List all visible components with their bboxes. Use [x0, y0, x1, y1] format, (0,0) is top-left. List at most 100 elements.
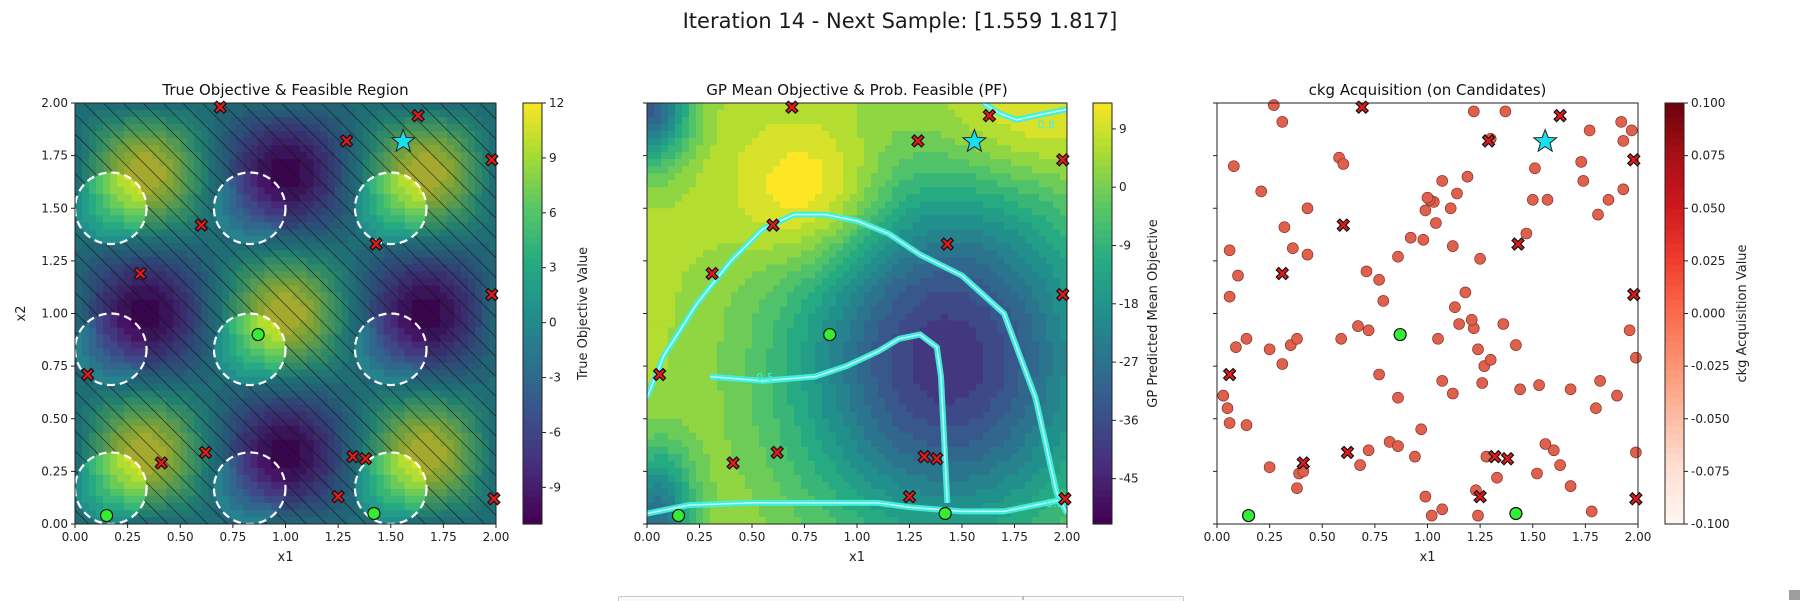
x-axis-label: x1: [278, 550, 294, 565]
heatmap-cell: [745, 229, 753, 237]
heatmap-cell: [647, 215, 655, 223]
heatmap-cell: [766, 342, 774, 350]
heatmap-cell: [696, 166, 704, 174]
heatmap-cell: [654, 398, 662, 406]
heatmap-cell: [731, 447, 739, 455]
colorbar-segment: [523, 145, 542, 153]
heatmap-cell: [654, 103, 662, 111]
heatmap-cell: [647, 328, 655, 336]
heatmap-cell: [689, 110, 697, 118]
heatmap-cell: [675, 482, 683, 490]
heatmap-cell: [780, 201, 788, 209]
heatmap-cell: [682, 384, 690, 392]
colorbar-segment: [523, 321, 542, 329]
heatmap-cell: [724, 180, 732, 188]
y-tick-label: 1.25: [41, 254, 68, 268]
heatmap-cell: [689, 124, 697, 132]
heatmap-cell: [738, 440, 746, 448]
heatmap-cell: [703, 426, 711, 434]
heatmap-cell: [738, 166, 746, 174]
heatmap-cell: [717, 356, 725, 364]
heatmap-cell: [710, 236, 718, 244]
heatmap-cell: [689, 377, 697, 385]
heatmap-cell: [787, 117, 795, 125]
heatmap-cell: [724, 398, 732, 406]
heatmap-cell: [752, 468, 760, 476]
heatmap-cell: [773, 321, 781, 329]
heatmap-cell: [731, 180, 739, 188]
heatmap-cell: [717, 131, 725, 139]
heatmap-cell: [738, 264, 746, 272]
heatmap-cell: [717, 229, 725, 237]
colorbar-segment: [523, 159, 542, 167]
heatmap-cell: [696, 314, 704, 322]
colorbar-segment: [523, 166, 542, 174]
heatmap-cell: [773, 166, 781, 174]
heatmap-cell: [752, 215, 760, 223]
heatmap-cell: [689, 412, 697, 420]
heatmap-cell: [759, 243, 767, 251]
heatmap-cell: [752, 159, 760, 167]
heatmap-cell: [647, 131, 655, 139]
heatmap-cell: [766, 433, 774, 441]
heatmap-cell: [647, 138, 655, 146]
heatmap-cell: [661, 103, 669, 111]
heatmap-cell: [668, 271, 676, 279]
heatmap-cell: [731, 433, 739, 441]
heatmap-cell: [759, 257, 767, 265]
heatmap-cell: [689, 173, 697, 181]
heatmap-cell: [738, 173, 746, 181]
heatmap-cell: [675, 243, 683, 251]
heatmap-cell: [661, 426, 669, 434]
heatmap-cell: [773, 208, 781, 216]
heatmap-cell: [780, 159, 788, 167]
heatmap-cell: [738, 236, 746, 244]
heatmap-cell: [654, 243, 662, 251]
heatmap-cell: [724, 278, 732, 286]
heatmap-cell: [696, 440, 704, 448]
x-tick-label: 0.25: [114, 530, 141, 544]
heatmap-cell: [766, 475, 774, 483]
heatmap-cell: [689, 468, 697, 476]
heatmap-cell: [696, 391, 704, 399]
heatmap-cell: [752, 306, 760, 314]
y-tick-label: 1.50: [41, 201, 68, 215]
heatmap-cell: [745, 180, 753, 188]
heatmap-cell: [668, 229, 676, 237]
heatmap-cell: [668, 201, 676, 209]
heatmap-cell: [780, 321, 788, 329]
heatmap-cell: [710, 468, 718, 476]
colorbar-segment: [523, 349, 542, 357]
heatmap-cell: [787, 159, 795, 167]
heatmap-cell: [703, 187, 711, 195]
heatmap-cell: [696, 222, 704, 230]
heatmap-cell: [682, 489, 690, 497]
heatmap-cell: [675, 461, 683, 469]
heatmap-cell: [647, 201, 655, 209]
heatmap-cell: [675, 131, 683, 139]
heatmap-cell: [731, 517, 739, 525]
heatmap-cell: [703, 173, 711, 181]
heatmap-cell: [738, 510, 746, 518]
heatmap-cell: [759, 433, 767, 441]
heatmap-cell: [710, 440, 718, 448]
heatmap-cell: [689, 201, 697, 209]
heatmap-cell: [682, 285, 690, 293]
heatmap-cell: [647, 447, 655, 455]
heatmap-cell: [696, 173, 704, 181]
heatmap-cell: [731, 110, 739, 118]
heatmap-cell: [710, 510, 718, 518]
heatmap-cell: [696, 412, 704, 420]
heatmap-cell: [766, 517, 774, 525]
heatmap-cell: [731, 363, 739, 371]
heatmap-cell: [675, 384, 683, 392]
heatmap-cell: [759, 187, 767, 195]
heatmap-cell: [703, 103, 711, 111]
heatmap-cell: [745, 145, 753, 153]
heatmap-cell: [675, 215, 683, 223]
heatmap-cell: [647, 412, 655, 420]
x-tick-label: 0.00: [62, 530, 89, 544]
heatmap-cell: [731, 152, 739, 160]
heatmap-cell: [647, 454, 655, 462]
heatmap-cell: [752, 405, 760, 413]
